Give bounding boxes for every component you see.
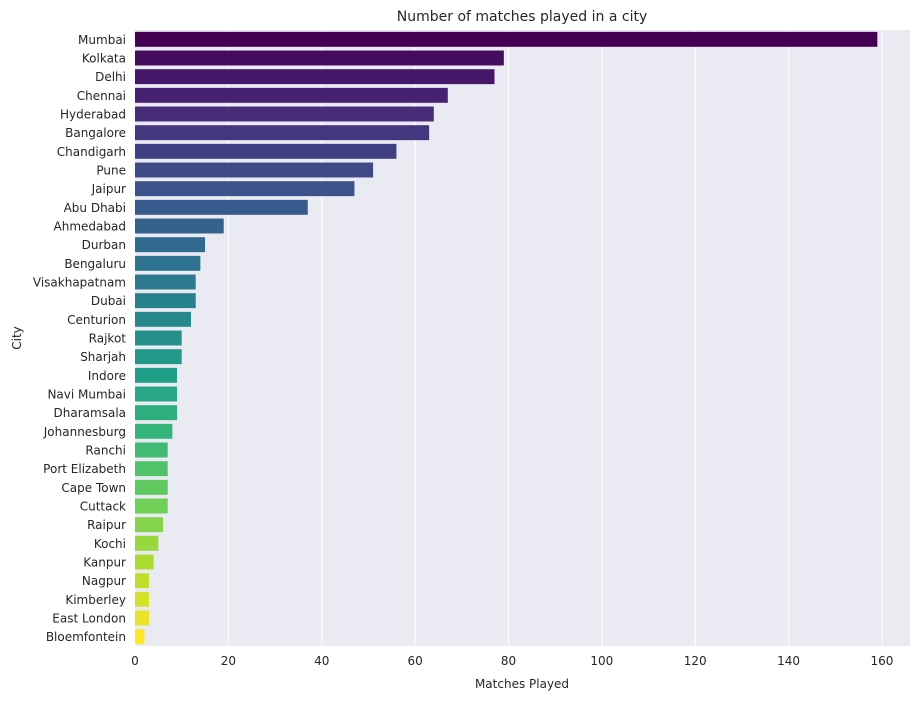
y-tick-label: Nagpur: [82, 574, 126, 588]
bar-bloemfontein: [135, 629, 145, 645]
bar-visakhapatnam: [135, 274, 196, 290]
bar-bengaluru: [135, 255, 201, 271]
x-tick-label: 20: [221, 654, 236, 668]
chart-title: Number of matches played in a city: [397, 9, 647, 25]
bar-kimberley: [135, 591, 150, 607]
bar-chandigarh: [135, 143, 397, 159]
y-tick-label: Durban: [82, 238, 126, 252]
x-tick-label: 80: [501, 654, 516, 668]
bar-chennai: [135, 87, 448, 103]
bar-mumbai: [135, 31, 878, 47]
y-tick-label: Indore: [88, 369, 126, 383]
y-tick-label: Sharjah: [80, 350, 126, 364]
bar-nagpur: [135, 573, 150, 589]
y-tick-label: Raipur: [87, 518, 126, 532]
y-tick-label: Delhi: [95, 70, 126, 84]
y-tick-label: Cape Town: [61, 481, 126, 495]
y-tick-label: Hyderabad: [60, 108, 126, 122]
bar-kolkata: [135, 50, 504, 66]
x-tick-label: 120: [684, 654, 707, 668]
bar-dubai: [135, 293, 196, 309]
bar-rajkot: [135, 330, 182, 346]
bar-durban: [135, 237, 206, 253]
y-tick-label: Kimberley: [65, 593, 126, 607]
y-tick-label: Kolkata: [82, 52, 126, 66]
y-tick-label: Navi Mumbai: [47, 388, 126, 402]
y-tick-label: Abu Dhabi: [64, 201, 126, 215]
y-tick-label: Bangalore: [65, 126, 126, 140]
bar-cuttack: [135, 498, 168, 514]
bar-jaipur: [135, 181, 355, 197]
bar-kochi: [135, 535, 159, 551]
bar-pune: [135, 162, 374, 178]
y-tick-label: Jaipur: [91, 182, 126, 196]
y-tick-label: Ranchi: [85, 444, 126, 458]
bar-dharamsala: [135, 405, 178, 421]
y-tick-label: Centurion: [67, 313, 126, 327]
y-tick-label: Johannesburg: [43, 425, 126, 439]
y-tick-label: Ahmedabad: [54, 220, 126, 234]
y-tick-label: Kochi: [94, 537, 126, 551]
x-tick-label: 60: [407, 654, 422, 668]
y-axis-label: City: [10, 326, 24, 350]
bar-ahmedabad: [135, 218, 224, 234]
bar-abu-dhabi: [135, 199, 308, 215]
bars: [135, 31, 878, 645]
y-tick-label: Visakhapatnam: [33, 276, 126, 290]
bar-ranchi: [135, 442, 168, 458]
y-tick-labels: Mumbai Kolkata Delhi Chennai Hyderabad Bangal…: [33, 33, 126, 644]
plot-background: [135, 30, 910, 646]
bar-navi-mumbai: [135, 386, 178, 402]
y-tick-label: Chennai: [77, 89, 126, 103]
x-tick-labels: 0 20 40 60 80 100 120 140 160: [131, 654, 893, 668]
x-tick-label: 140: [777, 654, 800, 668]
bar-centurion: [135, 311, 192, 327]
x-tick-label: 160: [871, 654, 894, 668]
y-tick-label: Chandigarh: [57, 145, 126, 159]
x-tick-label: 40: [314, 654, 329, 668]
y-tick-label: Pune: [96, 164, 126, 178]
bar-sharjah: [135, 349, 182, 365]
y-tick-label: Bloemfontein: [46, 630, 126, 644]
bar-cape-town: [135, 479, 168, 495]
y-tick-label: Rajkot: [89, 332, 127, 346]
bar-kanpur: [135, 554, 154, 570]
y-tick-label: Mumbai: [78, 33, 126, 47]
x-axis-label: Matches Played: [475, 677, 569, 691]
y-tick-label: Cuttack: [80, 500, 126, 514]
bar-port-elizabeth: [135, 461, 168, 477]
y-tick-label: Kanpur: [83, 556, 126, 570]
y-tick-label: Dubai: [91, 294, 126, 308]
bar-delhi: [135, 69, 495, 85]
y-tick-label: Bengaluru: [64, 257, 126, 271]
x-tick-label: 0: [131, 654, 139, 668]
y-tick-label: Port Elizabeth: [43, 462, 126, 476]
bar-raipur: [135, 517, 164, 533]
x-tick-label: 100: [590, 654, 613, 668]
bar-johannesburg: [135, 423, 173, 439]
y-tick-label: Dharamsala: [54, 406, 126, 420]
y-tick-label: East London: [52, 612, 126, 626]
bar-hyderabad: [135, 106, 434, 122]
bar-indore: [135, 367, 178, 383]
bar-east-london: [135, 610, 150, 626]
bar-bangalore: [135, 125, 430, 141]
